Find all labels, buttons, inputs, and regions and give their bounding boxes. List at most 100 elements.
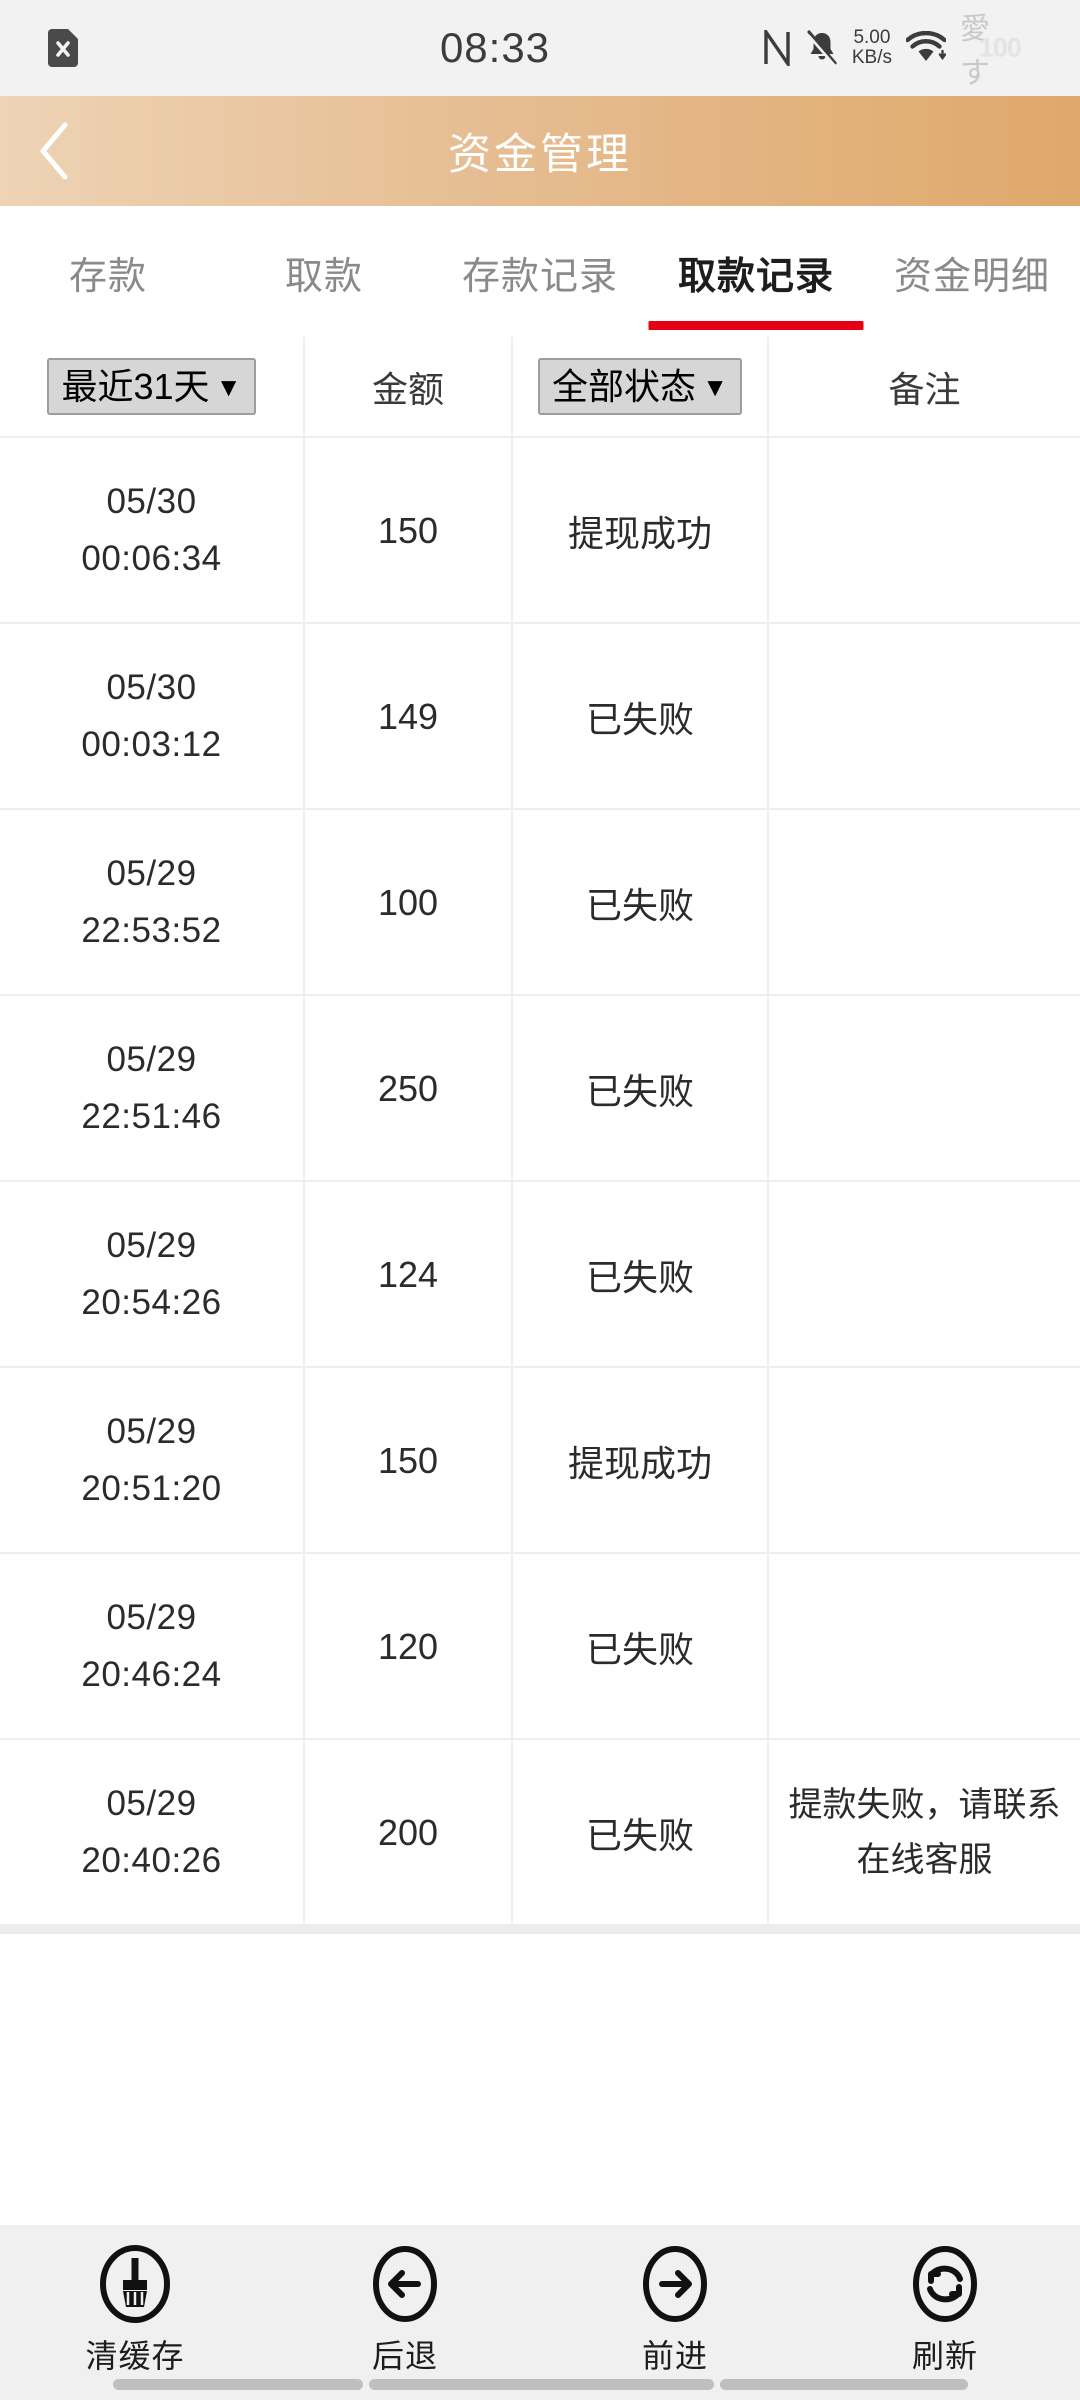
status-bar-left [0, 29, 300, 67]
tab-deposit[interactable]: 存款 [0, 206, 216, 338]
header-cell-amount: 金额 [305, 337, 513, 437]
refresh-button[interactable]: 刷新 [810, 2245, 1080, 2377]
cell-datetime: 05/29 22:53:52 [0, 810, 305, 996]
arrow-left-circle-icon [366, 2245, 444, 2323]
amount-text: 149 [377, 696, 439, 737]
nav-label: 清缓存 [85, 2338, 185, 2374]
active-tab-underline [648, 321, 864, 330]
table-row[interactable]: 05/30 00:06:34 150 提现成功 [0, 438, 1080, 624]
nfc-icon [762, 26, 792, 70]
tab-label: 存款 [68, 255, 147, 298]
bell-mute-icon [806, 30, 838, 68]
amount-text: 150 [377, 510, 439, 551]
table-row[interactable]: 05/29 20:40:26 200 已失败 提款失败，请联系在线客服 [0, 1740, 1080, 1926]
amount-text: 200 [377, 1812, 439, 1853]
cell-datetime: 05/29 20:40:26 [0, 1740, 305, 1926]
table-row[interactable]: 05/30 00:03:12 149 已失败 [0, 624, 1080, 810]
amount-text: 120 [377, 1626, 439, 1667]
table-row[interactable]: 05/29 22:53:52 100 已失败 [0, 810, 1080, 996]
battery-level-text: 100 [978, 32, 1022, 63]
table-row[interactable]: 05/29 22:51:46 250 已失败 [0, 996, 1080, 1182]
tab-bar: 存款 取款 存款记录 取款记录 资金明细 [0, 206, 1080, 338]
tab-withdraw-records[interactable]: 取款记录 [648, 206, 864, 338]
back-nav-button[interactable]: 后退 [270, 2245, 540, 2377]
date-filter-select[interactable]: 最近31天 [47, 358, 256, 416]
status-bar-right: 5.00 KB/s 愛00す 100 [690, 12, 1080, 91]
table-row[interactable]: 05/29 20:51:20 150 提现成功 [0, 1368, 1080, 1554]
table-row[interactable]: 05/29 20:54:26 124 已失败 [0, 1182, 1080, 1368]
battery-indicator: 愛00す 100 [960, 12, 1038, 91]
cell-amount: 150 [305, 438, 513, 624]
tab-label: 取款 [284, 255, 363, 298]
amount-text: 100 [377, 882, 439, 923]
cell-amount: 100 [305, 810, 513, 996]
table-row[interactable]: 05/29 20:46:24 120 已失败 [0, 1554, 1080, 1740]
datetime-text: 05/30 00:06:34 [81, 474, 221, 587]
status-filter-wrap[interactable]: 全部状态 ▼ [537, 358, 742, 416]
cell-note [769, 624, 1080, 810]
forward-nav-button[interactable]: 前进 [540, 2245, 810, 2377]
cell-status: 已失败 [513, 810, 769, 996]
cell-amount: 250 [305, 996, 513, 1182]
cell-note [769, 996, 1080, 1182]
time-text: 20:46:24 [81, 1655, 222, 1694]
status-filter-select[interactable]: 全部状态 [537, 358, 742, 416]
datetime-text: 05/29 22:53:52 [81, 846, 221, 959]
status-text: 已失败 [585, 1257, 694, 1298]
time-text: 22:53:52 [81, 911, 222, 950]
status-bar: 08:33 5.00 KB/s [0, 0, 1080, 96]
clear-cache-button[interactable]: 清缓存 [0, 2245, 270, 2377]
cell-status: 已失败 [513, 1182, 769, 1368]
date-text: 05/29 [106, 1598, 197, 1638]
nav-label: 后退 [371, 2338, 438, 2374]
battery-style-glyphs: 愛00す [960, 12, 990, 91]
cell-datetime: 05/29 22:51:46 [0, 996, 305, 1182]
cell-status: 已失败 [513, 996, 769, 1182]
tab-label: 存款记录 [461, 255, 618, 298]
tab-deposit-records[interactable]: 存款记录 [432, 206, 648, 338]
gesture-bar[interactable] [368, 2379, 714, 2390]
cell-amount: 124 [305, 1182, 513, 1368]
cell-note [769, 1182, 1080, 1368]
date-text: 05/29 [106, 854, 197, 894]
time-text: 00:03:12 [81, 725, 222, 764]
note-column-label: 备注 [888, 369, 961, 410]
status-text: 已失败 [585, 1629, 694, 1670]
datetime-text: 05/30 00:03:12 [81, 660, 221, 773]
datetime-text: 05/29 22:51:46 [81, 1032, 221, 1145]
tab-label: 资金明细 [893, 255, 1050, 298]
cell-status: 提现成功 [513, 438, 769, 624]
wifi-icon [905, 30, 947, 65]
status-text: 已失败 [585, 1071, 694, 1112]
status-text: 已失败 [585, 885, 694, 926]
records-table: 最近31天 ▼ 金额 全部状态 ▼ 备注 05/30 00:06:34 150 提现成… [0, 337, 1080, 1926]
amount-column-label: 金额 [371, 369, 444, 410]
tab-fund-details[interactable]: 资金明细 [864, 206, 1080, 338]
datetime-text: 05/29 20:54:26 [81, 1218, 221, 1331]
tab-withdraw[interactable]: 取款 [216, 206, 432, 338]
refresh-circle-icon [906, 2245, 984, 2323]
cell-status: 已失败 [513, 624, 769, 810]
header-cell-date: 最近31天 ▼ [0, 337, 305, 437]
amount-text: 250 [377, 1068, 439, 1109]
time-text: 22:51:46 [81, 1097, 222, 1136]
gesture-bar[interactable] [719, 2379, 968, 2390]
cell-datetime: 05/29 20:51:20 [0, 1368, 305, 1554]
cell-note [769, 1368, 1080, 1554]
cell-datetime: 05/30 00:06:34 [0, 438, 305, 624]
cell-amount: 150 [305, 1368, 513, 1554]
app-header: 资金管理 [0, 96, 1080, 206]
date-text: 05/29 [106, 1412, 197, 1452]
back-button[interactable] [0, 96, 110, 206]
status-bar-center: 08:33 [300, 24, 690, 72]
status-text: 提现成功 [567, 513, 712, 554]
cell-note: 提款失败，请联系在线客服 [769, 1740, 1080, 1926]
date-text: 05/29 [106, 1784, 197, 1824]
date-filter-wrap[interactable]: 最近31天 ▼ [47, 358, 256, 416]
bottom-navigation-bar: 清缓存 后退 前进 [0, 2225, 1080, 2400]
network-speed-indicator: 5.00 KB/s [852, 28, 892, 68]
gesture-bar[interactable] [112, 2379, 363, 2390]
status-text: 提现成功 [567, 1443, 712, 1484]
header-cell-status: 全部状态 ▼ [513, 337, 769, 437]
